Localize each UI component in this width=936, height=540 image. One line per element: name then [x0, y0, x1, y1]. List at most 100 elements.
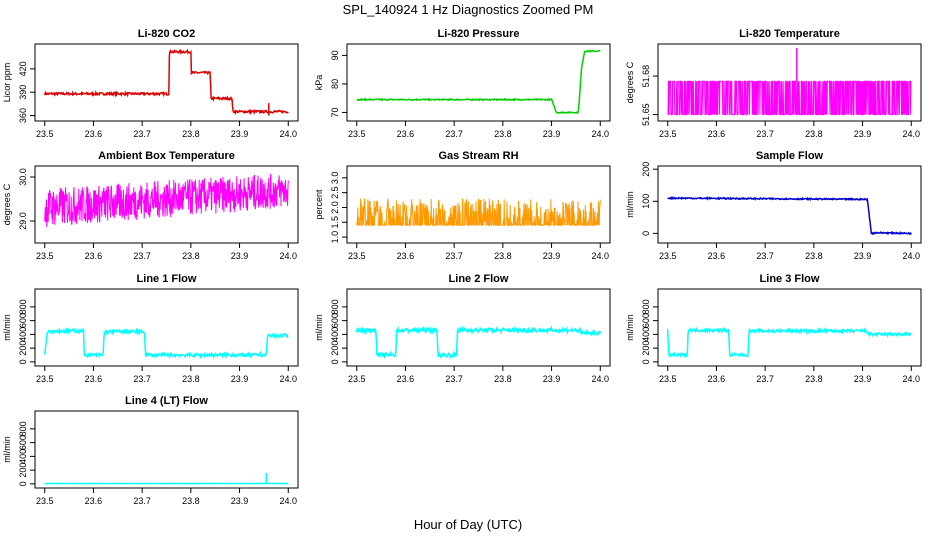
x-tick-label: 23.8	[805, 251, 823, 261]
x-tick-label: 23.9	[543, 129, 561, 139]
plot-frame	[657, 43, 922, 122]
y-tick-label: 200	[330, 341, 340, 356]
chart-panel: Li-820 Pressure kPa 23.5 23.6 23.7 23.8 23.9 24…	[314, 28, 611, 139]
plot-frame	[34, 410, 299, 489]
y-tick-label: 2.5	[330, 186, 340, 199]
x-tick-label: 24.0	[279, 374, 297, 384]
x-tick-label: 23.6	[397, 251, 415, 261]
y-tick-label: 600	[641, 313, 651, 328]
x-tick-label: 24.0	[279, 251, 297, 261]
y-tick-label: 1.5	[330, 216, 340, 229]
x-tick-label: 23.7	[756, 251, 774, 261]
x-tick-label: 23.5	[659, 374, 677, 384]
data-group	[43, 48, 289, 116]
data-group	[44, 173, 289, 228]
chart-panel: Line 1 Flow ml/min 23.5 23.6 23.7 23.8 23.9 24.…	[2, 273, 299, 384]
y-tick-label: 400	[641, 327, 651, 342]
y-axis-label: ml/min	[625, 314, 635, 341]
data-group	[667, 196, 912, 236]
x-tick-label: 23.7	[445, 129, 463, 139]
data-series-line	[44, 173, 289, 228]
chart-panel: Ambient Box Temperature degrees C 23.5 23.6…	[2, 150, 299, 261]
x-tick-label: 23.6	[85, 496, 103, 506]
data-group	[356, 49, 601, 115]
chart-title: Line 4 (LT) Flow	[125, 395, 208, 407]
plot-frame	[34, 165, 299, 244]
x-tick-label: 23.6	[397, 129, 415, 139]
x-tick-label: 24.0	[902, 374, 920, 384]
x-tick-label: 23.6	[708, 251, 726, 261]
x-tick-label: 23.8	[494, 374, 512, 384]
x-tick-label: 23.8	[494, 129, 512, 139]
x-tick-label: 23.5	[348, 374, 366, 384]
x-tick-label: 23.7	[133, 129, 151, 139]
x-tick-label: 23.8	[805, 129, 823, 139]
y-tick-label: 90	[330, 50, 340, 60]
plot-frame	[346, 43, 611, 122]
x-tick-label: 23.7	[756, 374, 774, 384]
x-tick-label: 23.9	[231, 251, 249, 261]
plot-frame	[657, 165, 922, 244]
x-tick-label: 23.9	[231, 374, 249, 384]
x-tick-label: 23.9	[231, 496, 249, 506]
x-tick-label: 24.0	[279, 129, 297, 139]
x-tick-label: 23.9	[854, 374, 872, 384]
x-tick-label: 23.7	[445, 374, 463, 384]
y-axis-label: ml/min	[314, 314, 324, 341]
chart-title: Line 3 Flow	[760, 273, 820, 285]
y-tick-label: 200	[18, 463, 28, 478]
x-tick-label: 23.5	[659, 251, 677, 261]
x-tick-label: 23.7	[133, 374, 151, 384]
x-tick-label: 23.5	[348, 129, 366, 139]
y-axis-label: ml/min	[2, 314, 12, 341]
y-tick-label: 51.65	[641, 103, 651, 126]
data-series-line	[667, 80, 912, 116]
plot-frame	[34, 288, 299, 367]
y-tick-label: 400	[18, 449, 28, 464]
y-tick-label: 800	[641, 299, 651, 314]
x-tick-label: 23.5	[348, 251, 366, 261]
y-tick-label: 600	[18, 435, 28, 450]
y-tick-label: 80	[330, 79, 340, 89]
chart-title: Li-820 Temperature	[739, 28, 840, 40]
chart-panel: Line 4 (LT) Flow ml/min 23.5 23.6 23.7 23.8 23…	[2, 395, 299, 506]
x-tick-label: 23.7	[445, 251, 463, 261]
x-tick-label: 23.5	[36, 129, 54, 139]
chart-panel: Li-820 CO2 Licor ppm 23.5 23.6 23.7 23.8 23.9 2…	[2, 28, 299, 139]
y-tick-label: 390	[18, 85, 28, 100]
y-tick-label: 800	[330, 299, 340, 314]
x-tick-label: 23.7	[133, 251, 151, 261]
x-tick-label: 24.0	[591, 251, 609, 261]
y-tick-label: 0	[18, 359, 28, 364]
chart-panel: Sample Flow ml/min 23.5 23.6 23.7 23.8 23.9 24.…	[625, 150, 922, 261]
data-group	[355, 325, 602, 360]
x-tick-label: 23.6	[85, 374, 103, 384]
x-tick-label: 23.5	[36, 374, 54, 384]
chart-title: Gas Stream RH	[438, 150, 518, 162]
x-tick-label: 23.6	[708, 374, 726, 384]
data-group	[356, 198, 601, 227]
x-tick-label: 23.6	[85, 251, 103, 261]
data-group	[666, 326, 912, 359]
data-series-line	[667, 196, 912, 236]
x-tick-label: 23.9	[854, 129, 872, 139]
chart-panel: Li-820 Temperature degrees C 23.5 23.6 23.7 2…	[625, 28, 922, 139]
data-series-line	[43, 327, 289, 360]
y-tick-label: 600	[330, 313, 340, 328]
x-tick-label: 23.8	[494, 251, 512, 261]
figure-title: SPL_140924 1 Hz Diagnostics Zoomed PM	[342, 2, 594, 17]
x-tick-label: 23.9	[543, 374, 561, 384]
plot-frame	[34, 43, 299, 122]
y-tick-label: 0	[330, 359, 340, 364]
y-tick-label: 100	[641, 194, 651, 209]
y-tick-label: 1.0	[330, 231, 340, 244]
plot-frame	[346, 165, 611, 244]
y-tick-label: 200	[641, 162, 651, 177]
chart-panel: Gas Stream RH percent 23.5 23.6 23.7 23.8 23.9…	[314, 150, 611, 261]
y-tick-label: 360	[18, 108, 28, 123]
x-tick-label: 23.6	[397, 374, 415, 384]
x-tick-label: 23.6	[708, 129, 726, 139]
y-axis-label: ml/min	[2, 436, 12, 463]
